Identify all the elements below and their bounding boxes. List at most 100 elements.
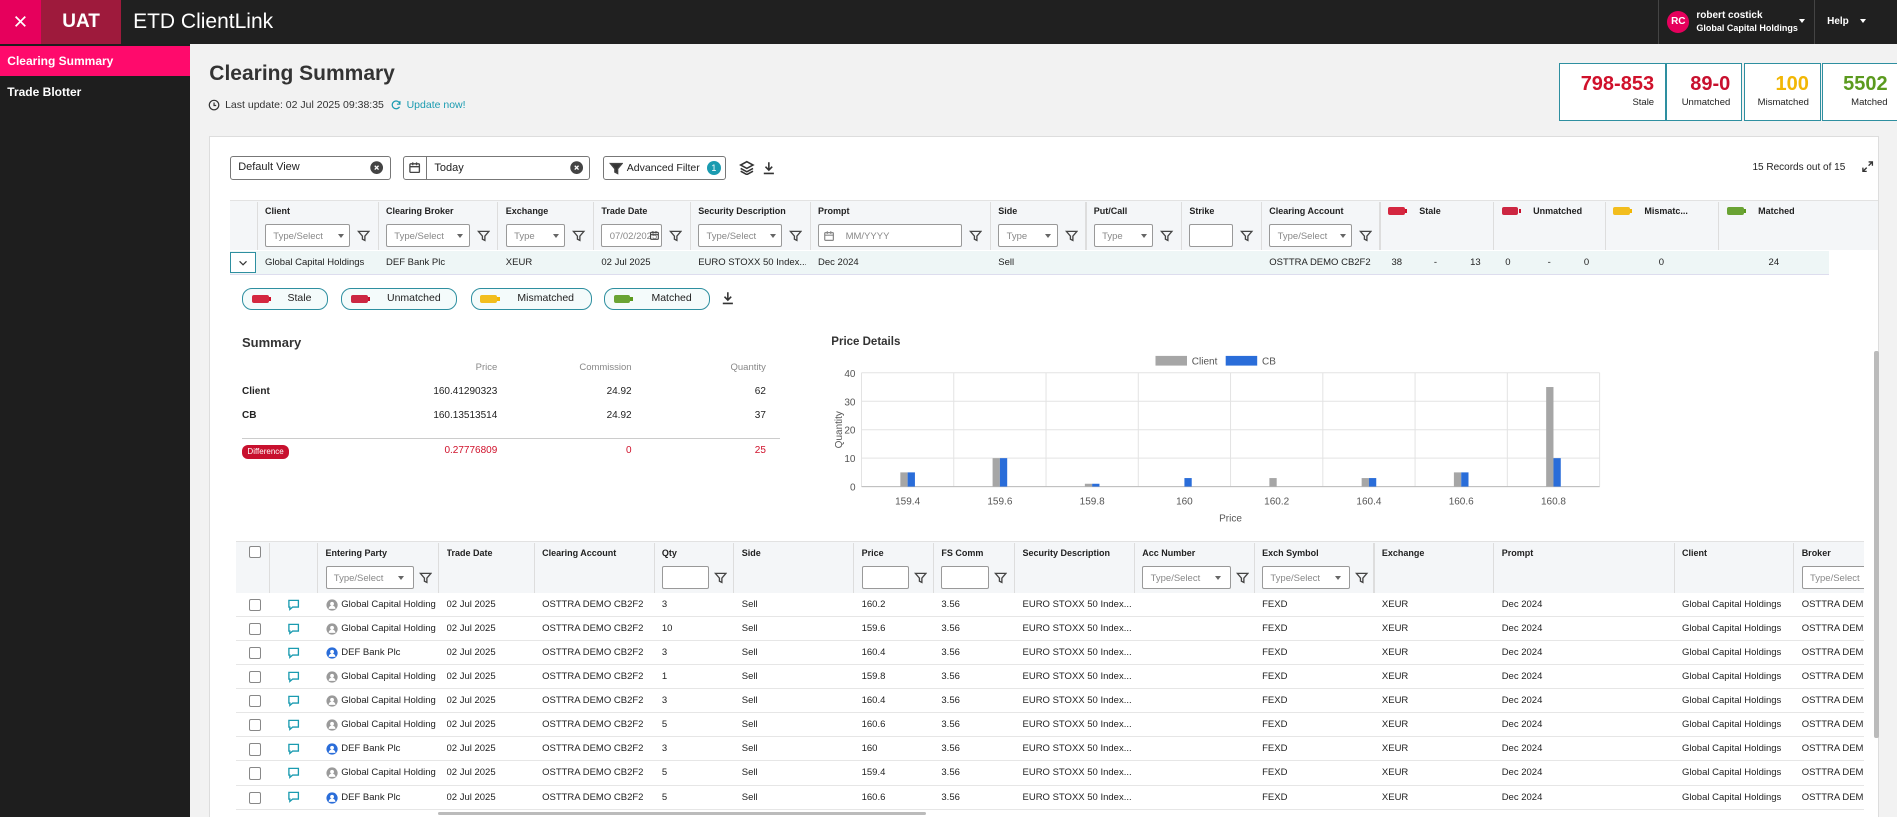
- row-checkbox[interactable]: [249, 647, 262, 660]
- caret: [553, 233, 559, 238]
- calendar-icon-glyph: [823, 231, 834, 241]
- filter-input[interactable]: Type: [505, 223, 566, 247]
- filter-input[interactable]: Type/Select: [1801, 566, 1864, 590]
- row-checkbox[interactable]: [249, 598, 262, 612]
- trade-cell: Dec 2024: [1501, 743, 1543, 755]
- filter-input[interactable]: Type/Select: [1142, 566, 1231, 590]
- bar: [1184, 477, 1192, 487]
- row-checkbox[interactable]: [249, 791, 262, 804]
- filter-icon-glyph: [1160, 230, 1174, 242]
- funnel: [1358, 230, 1373, 242]
- calendar-line: [409, 162, 420, 168]
- update-now[interactable]: Update now!: [406, 99, 466, 112]
- close-icon-glyph: [15, 16, 26, 28]
- party-body: [328, 798, 336, 802]
- column-header: Security Description: [698, 205, 786, 216]
- filter-icon: [608, 161, 624, 176]
- row-checkbox[interactable]: [249, 623, 262, 636]
- calendar-icon: [408, 161, 421, 174]
- trade-cell: 3.56: [941, 767, 960, 779]
- column-header: Mismatc...: [1644, 205, 1688, 216]
- filter-icon-glyph: [608, 162, 624, 175]
- status-chip[interactable]: [242, 288, 328, 310]
- filter-input[interactable]: [1189, 223, 1233, 247]
- comment-icon: [287, 646, 300, 659]
- filter-input[interactable]: MM/YYYY: [818, 223, 962, 247]
- column-divider: [497, 202, 499, 251]
- row-checkbox[interactable]: [249, 671, 262, 684]
- status-chip[interactable]: [470, 288, 592, 310]
- row-checkbox[interactable]: [249, 695, 262, 708]
- bar: [1269, 477, 1277, 487]
- x-tick-label: 160: [1176, 496, 1193, 507]
- row-checkbox[interactable]: [249, 719, 262, 732]
- expand-row-button[interactable]: [229, 251, 257, 274]
- trade-cell: 3: [661, 647, 668, 659]
- status-chip[interactable]: [603, 288, 711, 310]
- trade-cell: Global Capital Holdings: [1682, 622, 1782, 634]
- trade-cell: 02 Jul 2025: [446, 622, 496, 634]
- legend-label: CB: [1262, 356, 1276, 367]
- trade-cell: Global Capital Holdings: [341, 598, 436, 610]
- column-divider: [733, 543, 735, 593]
- sidebar: [0, 43, 190, 817]
- select-all[interactable]: [249, 545, 262, 558]
- advanced-filter-button[interactable]: [602, 156, 726, 181]
- trade-cell: Global Capital Holdings: [1682, 598, 1782, 610]
- x: [15, 16, 26, 28]
- filter-input[interactable]: [941, 566, 989, 590]
- column-header: Clearing Broker: [386, 205, 454, 216]
- row-checkbox[interactable]: [249, 767, 262, 780]
- filter-input[interactable]: Type: [998, 223, 1058, 247]
- party-icon-glyph: [325, 719, 338, 732]
- filter-icon-glyph: [572, 230, 586, 242]
- filter-input[interactable]: [661, 566, 710, 590]
- party-body: [328, 677, 336, 682]
- trade-cell: EURO STOXX 50 Index...: [1022, 598, 1132, 610]
- view-select[interactable]: Default View: [229, 156, 391, 181]
- filter-input[interactable]: Type/Select: [1262, 566, 1351, 590]
- column-divider: [1014, 543, 1016, 593]
- y-tick-label: 40: [844, 369, 856, 380]
- help-menu[interactable]: Help: [1827, 15, 1849, 27]
- trade-cell: XEUR: [1381, 598, 1409, 610]
- filter-input[interactable]: Type/Select: [325, 566, 414, 590]
- party-icon-glyph: [325, 743, 338, 756]
- refresh-icon: [390, 99, 402, 111]
- user-menu[interactable]: [1657, 0, 1815, 44]
- row-checkbox[interactable]: [249, 743, 262, 756]
- stat-label: Unmatched: [1681, 96, 1731, 108]
- column-divider: [533, 543, 535, 593]
- filter-input[interactable]: Type/Select: [698, 223, 782, 247]
- date-select[interactable]: [402, 156, 591, 181]
- bar: [1361, 477, 1370, 487]
- party-icon: [325, 792, 338, 804]
- close-button[interactable]: [0, 0, 42, 44]
- trade-cell: Sell: [741, 791, 758, 803]
- x-tick-label: 159.6: [987, 496, 1012, 507]
- filter-icon: [1235, 571, 1249, 584]
- filter-input[interactable]: Type/Select: [265, 223, 350, 247]
- trade-cell: Dec 2024: [1501, 791, 1543, 803]
- filter-input[interactable]: Type/Select: [1269, 223, 1352, 247]
- funnel: [913, 572, 927, 584]
- filter-input[interactable]: Type/Select: [386, 223, 470, 247]
- comment: [288, 671, 299, 683]
- trade-cell: FEXD: [1262, 671, 1288, 683]
- nav-item[interactable]: Trade Blotter: [7, 85, 82, 100]
- trade-cell: Global Capital Holdings: [1682, 791, 1782, 803]
- status-chip[interactable]: [341, 288, 458, 310]
- filter-icon: [476, 229, 490, 242]
- filter-input[interactable]: 07/02/2025: [601, 223, 662, 247]
- trade-cell: 5: [661, 767, 668, 779]
- calendar: [409, 163, 420, 173]
- y-tick-label: 20: [844, 425, 856, 436]
- trade-cell: FEXD: [1262, 598, 1288, 610]
- party-icon: [325, 695, 338, 707]
- filter-input[interactable]: [861, 566, 909, 590]
- stat-card: [1822, 62, 1897, 121]
- column-divider: [1181, 202, 1183, 251]
- column-header: FS Comm: [941, 547, 984, 558]
- nav-item[interactable]: Clearing Summary: [0, 46, 190, 77]
- filter-input[interactable]: Type: [1093, 223, 1154, 247]
